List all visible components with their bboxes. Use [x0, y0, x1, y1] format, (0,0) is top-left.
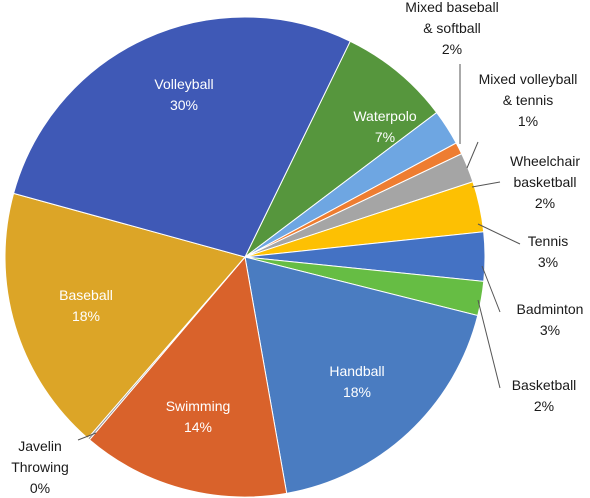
- slice-label-mixed-volleyball-tennis: Mixed volleyball & tennis 1%: [479, 71, 578, 129]
- slice-percent: 18%: [72, 308, 100, 324]
- leader-line-javelin-throwing: [77, 432, 97, 441]
- leader-lines: [77, 64, 521, 441]
- slice-name: Baseball: [59, 287, 113, 303]
- slice-percent: 2%: [535, 195, 555, 211]
- leader-line-basketball: [477, 299, 501, 389]
- leader-line-mixed-volleyball-tennis: [466, 141, 479, 169]
- slice-percent: 3%: [540, 322, 560, 338]
- slice-name: Waterpolo: [353, 108, 417, 124]
- pie-slice-handball: [244, 256, 479, 494]
- slice-label-tennis: Tennis 3%: [528, 233, 568, 270]
- slice-label-badminton: Badminton 3%: [517, 301, 584, 338]
- slice-name: Mixed volleyball: [479, 71, 578, 87]
- slice-percent: 30%: [170, 97, 198, 113]
- pie-slice-baseball: [4, 192, 246, 440]
- slice-name: Badminton: [517, 301, 584, 317]
- slice-label-basketball: Basketball 2%: [512, 377, 577, 414]
- slice-name: & tennis: [503, 92, 554, 108]
- slice-label-mixed-baseball-softball: Mixed baseball & softball 2%: [405, 0, 498, 57]
- slice-name: Mixed baseball: [405, 0, 498, 15]
- slice-percent: 18%: [343, 384, 371, 400]
- slice-percent: 14%: [184, 419, 212, 435]
- slice-percent: 2%: [442, 41, 462, 57]
- slice-name: Javelin: [18, 438, 62, 454]
- slice-label-waterpolo: Waterpolo 7%: [353, 108, 417, 145]
- slice-name: Tennis: [528, 233, 568, 249]
- leader-line-tennis: [477, 223, 521, 245]
- slice-name: Basketball: [512, 377, 577, 393]
- pie-slice-swimming: [88, 255, 288, 498]
- leader-line-wheelchair-basketball: [471, 181, 501, 188]
- pie-slices: [4, 16, 486, 498]
- slice-label-javelin-throwing: Javelin Throwing 0%: [11, 438, 69, 496]
- pie-slice-waterpolo: [244, 40, 438, 258]
- pie-slice-volleyball: [12, 16, 351, 258]
- slice-label-handball: Handball 18%: [329, 363, 384, 400]
- slice-name: basketball: [513, 174, 576, 190]
- slice-name: Throwing: [11, 459, 69, 475]
- slice-percent: 1%: [518, 113, 538, 129]
- slice-name: Swimming: [166, 398, 231, 414]
- slice-label-baseball: Baseball 18%: [59, 287, 113, 324]
- slice-name: Wheelchair: [510, 153, 580, 169]
- slice-percent: 2%: [534, 398, 554, 414]
- slice-name: Handball: [329, 363, 384, 379]
- slice-percent: 0%: [30, 480, 50, 496]
- slice-name: Volleyball: [154, 76, 213, 92]
- slice-label-wheelchair-basketball: Wheelchair basketball 2%: [510, 153, 580, 211]
- leader-line-badminton: [481, 265, 501, 313]
- slice-label-swimming: Swimming 14%: [166, 398, 231, 435]
- slice-percent: 3%: [538, 254, 558, 270]
- slice-labels: Waterpolo 7%Mixed baseball & softball 2%Mix…: [11, 0, 583, 496]
- slice-label-volleyball: Volleyball 30%: [154, 76, 213, 113]
- slice-percent: 7%: [375, 129, 395, 145]
- slice-name: & softball: [423, 20, 481, 36]
